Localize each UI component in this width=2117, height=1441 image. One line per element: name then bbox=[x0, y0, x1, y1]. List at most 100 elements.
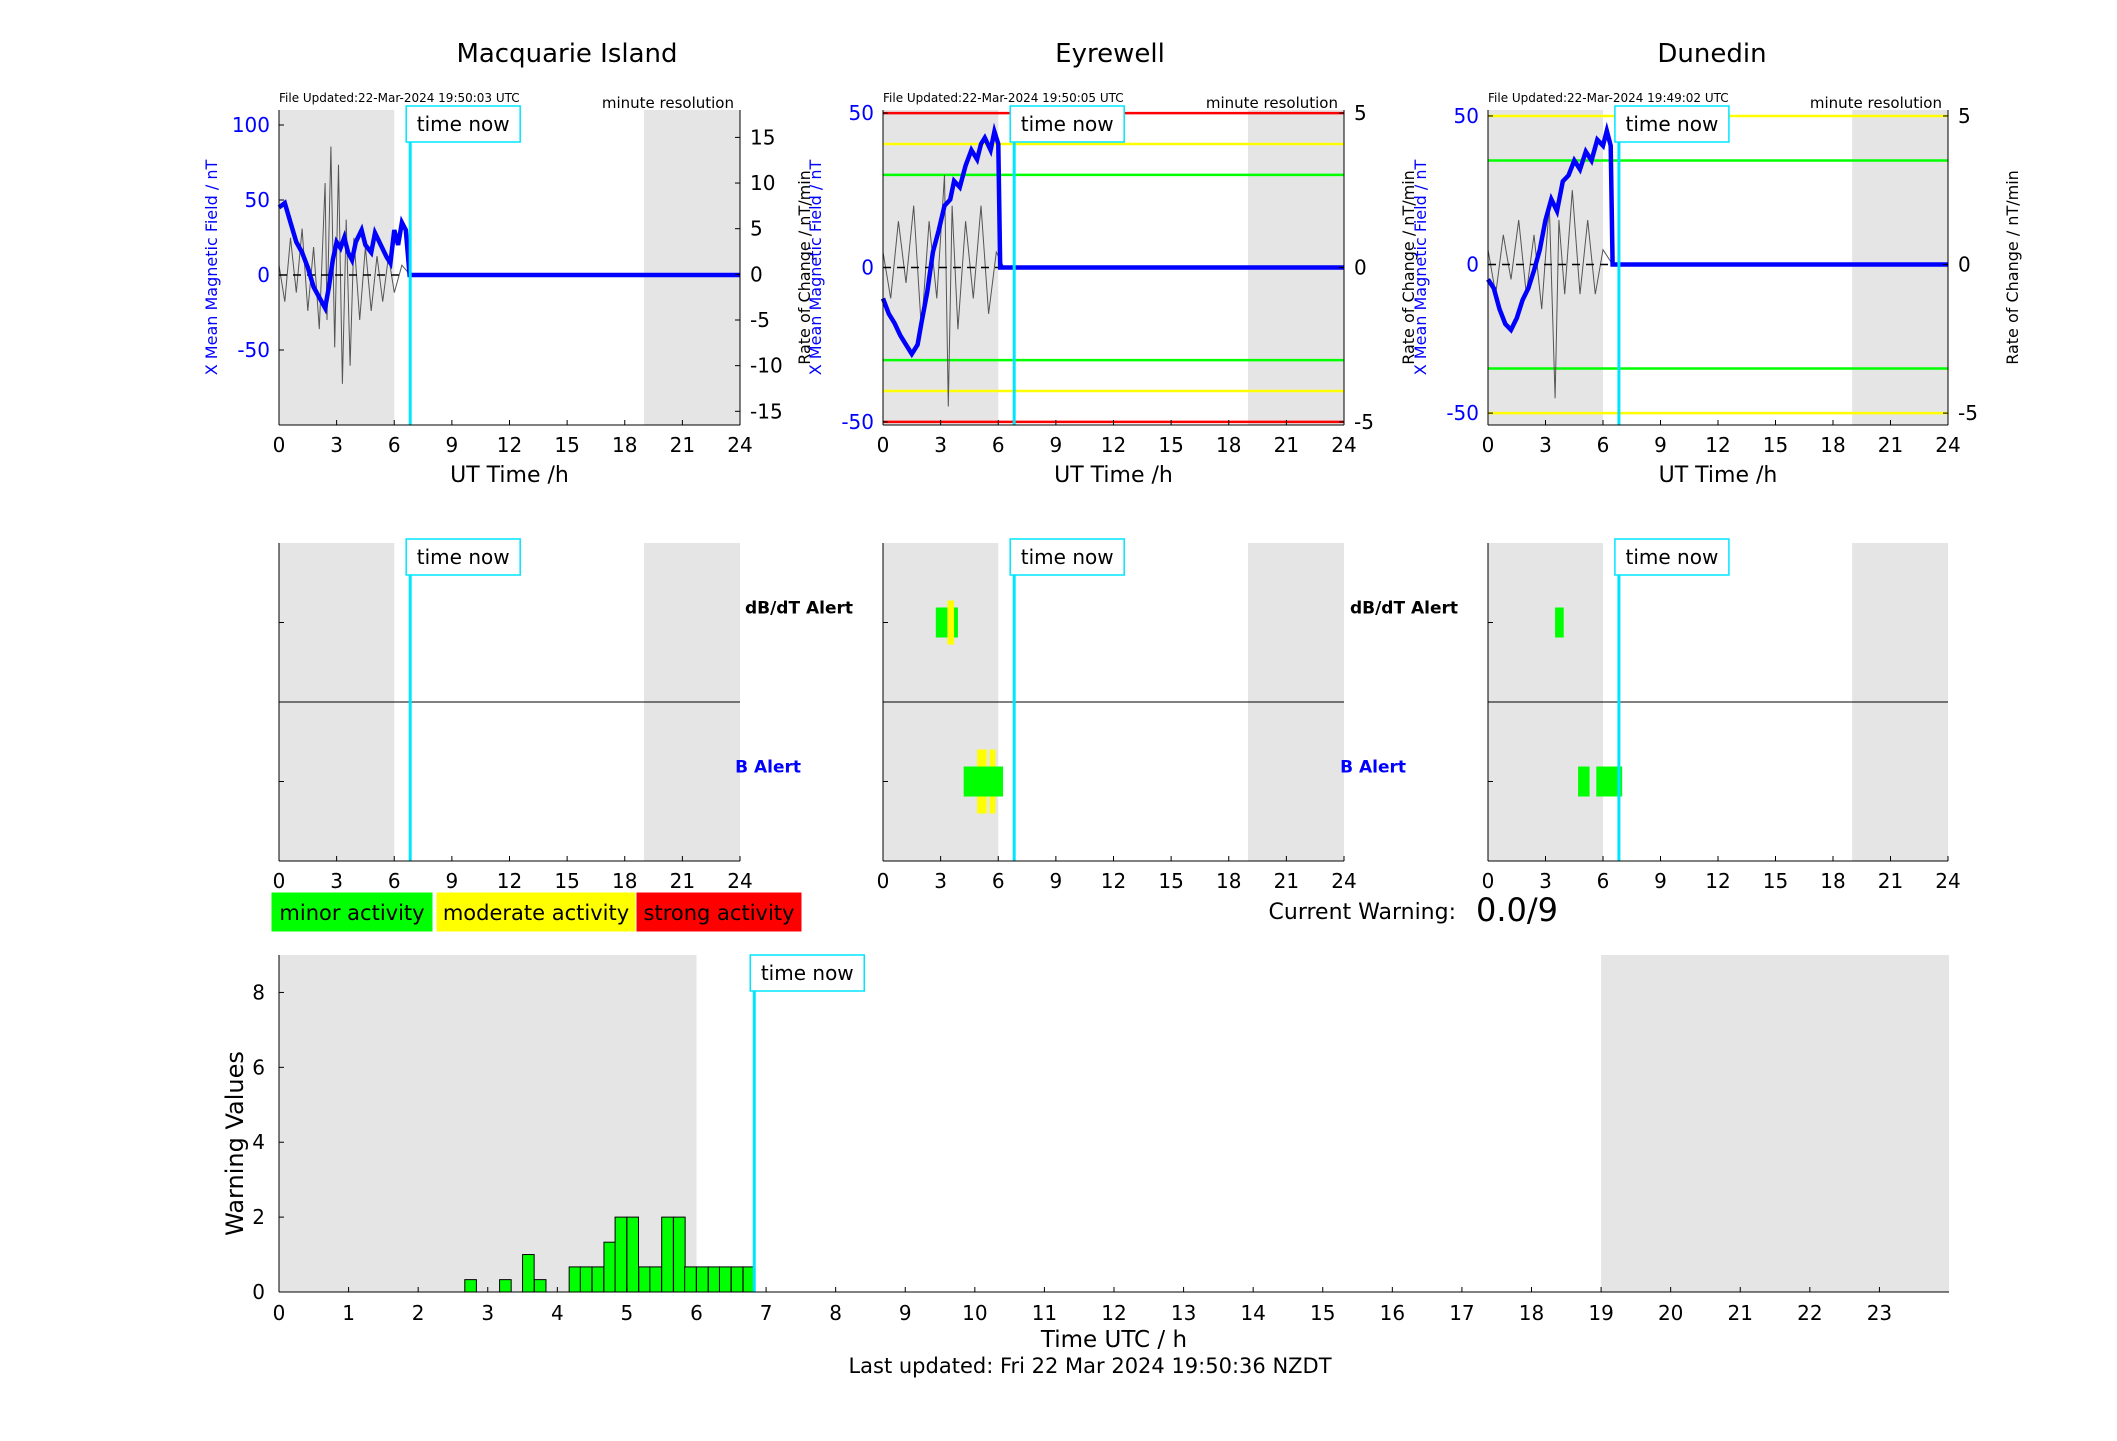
time-now-label: time now bbox=[417, 545, 510, 569]
x-tick-label: 2 bbox=[412, 1301, 425, 1325]
y2-tick-label: 0 bbox=[750, 262, 763, 286]
resolution-label: minute resolution bbox=[1206, 94, 1338, 112]
warning-bar bbox=[568, 1266, 582, 1293]
x-tick-label: 17 bbox=[1449, 1301, 1474, 1325]
warning-bar bbox=[499, 1279, 512, 1293]
y-tick-label: 2 bbox=[252, 1205, 265, 1229]
legend-minor-label: minor activity bbox=[279, 901, 424, 925]
legend-moderate-swatch bbox=[435, 891, 637, 933]
y2-axis-label: Rate of Change / nT/min bbox=[1399, 170, 1418, 365]
b-alert-bar bbox=[1578, 766, 1590, 797]
time-now-label: time now bbox=[417, 112, 510, 136]
y2-tick-label: 5 bbox=[750, 217, 763, 241]
x-mean-field-series bbox=[1486, 121, 1948, 334]
y2-tick-label: -15 bbox=[750, 399, 783, 423]
y-tick-label: 50 bbox=[245, 188, 270, 212]
x-tick-label: 20 bbox=[1658, 1301, 1683, 1325]
y2-tick-label: -5 bbox=[1958, 401, 1978, 425]
field-panel-macquarie: File Updated:22-Mar-2024 19:50:03 UTC min… bbox=[202, 91, 814, 488]
x-tick-label: 24 bbox=[727, 433, 752, 457]
y-axis-label: X Mean Magnetic Field / nT bbox=[1411, 160, 1430, 376]
x-tick-label: 11 bbox=[1032, 1301, 1057, 1325]
y-tick-label: -50 bbox=[841, 410, 874, 434]
warning-bar bbox=[603, 1241, 617, 1293]
x-tick-label: 6 bbox=[992, 869, 1005, 893]
x-tick-label: 9 bbox=[1050, 433, 1063, 457]
x-tick-label: 24 bbox=[1935, 433, 1960, 457]
y-tick-label: 6 bbox=[252, 1055, 265, 1079]
alert-panel-eyrewell: time now 0 3 6 9 12 15 18 21 24 dB/dT Alert B Alert bbox=[877, 538, 1458, 893]
x-tick-label: 7 bbox=[760, 1301, 773, 1325]
x-tick-label: 19 bbox=[1588, 1301, 1613, 1325]
x-tick-label: 15 bbox=[1763, 433, 1788, 457]
warning-bar bbox=[626, 1216, 640, 1293]
y2-tick-label: -5 bbox=[1354, 410, 1374, 434]
x-tick-label: 15 bbox=[1158, 433, 1183, 457]
x-tick-label: 6 bbox=[1597, 433, 1610, 457]
x-tick-label: 3 bbox=[934, 869, 947, 893]
dbdt-alert-bar bbox=[935, 607, 958, 638]
x-tick-label: 6 bbox=[388, 433, 401, 457]
x-tick-label: 12 bbox=[1101, 1301, 1126, 1325]
time-now-box bbox=[1614, 105, 1730, 143]
y-tick-label: 0 bbox=[257, 263, 270, 287]
x-tick-label: 9 bbox=[1050, 869, 1063, 893]
x-tick-label: 4 bbox=[551, 1301, 564, 1325]
x-tick-label: 0 bbox=[1482, 433, 1495, 457]
x-tick-label: 24 bbox=[1331, 869, 1356, 893]
x-tick-label: 6 bbox=[388, 869, 401, 893]
x-tick-label: 18 bbox=[612, 869, 637, 893]
y-tick-label: 4 bbox=[252, 1130, 265, 1154]
y2-tick-label: 0 bbox=[1958, 253, 1971, 277]
x-tick-label: 18 bbox=[612, 433, 637, 457]
warning-bar bbox=[718, 1266, 732, 1293]
x-tick-label: 18 bbox=[1820, 433, 1845, 457]
x-tick-label: 3 bbox=[481, 1301, 494, 1325]
x-tick-label: 6 bbox=[992, 433, 1005, 457]
x-tick-label: 16 bbox=[1380, 1301, 1405, 1325]
y2-tick-label: -5 bbox=[750, 308, 770, 332]
y2-tick-label: 0 bbox=[1354, 256, 1367, 280]
b-alert-bar bbox=[963, 766, 1004, 797]
y-tick-label: 100 bbox=[232, 113, 270, 137]
y-tick-label: 50 bbox=[1454, 104, 1479, 128]
time-now-label: time now bbox=[1626, 112, 1719, 136]
x-tick-label: 0 bbox=[1482, 869, 1495, 893]
x-tick-label: 9 bbox=[899, 1301, 912, 1325]
warning-bar bbox=[673, 1216, 686, 1293]
y-tick-label: 0 bbox=[252, 1280, 265, 1304]
x-tick-label: 5 bbox=[621, 1301, 634, 1325]
x-tick-label: 6 bbox=[690, 1301, 703, 1325]
time-now-label: time now bbox=[1021, 112, 1114, 136]
x-tick-label: 21 bbox=[1274, 869, 1299, 893]
y-tick-label: 8 bbox=[252, 980, 265, 1004]
x-tick-label: 14 bbox=[1240, 1301, 1265, 1325]
current-warning-label: Current Warning: bbox=[1269, 900, 1456, 925]
last-updated: Last updated: Fri 22 Mar 2024 19:50:36 N… bbox=[848, 1354, 1331, 1378]
x-tick-label: 3 bbox=[1539, 869, 1552, 893]
y2-axis-label: Rate of Change / nT/min bbox=[2003, 170, 2022, 365]
warning-bar bbox=[464, 1279, 477, 1293]
station-title-eyrewell: Eyrewell bbox=[1055, 39, 1165, 69]
x-tick-label: 21 bbox=[1728, 1301, 1753, 1325]
station-title-macquarie: Macquarie Island bbox=[456, 39, 677, 69]
x-tick-label: 12 bbox=[1101, 433, 1126, 457]
x-tick-label: 21 bbox=[670, 869, 695, 893]
x-tick-label: 12 bbox=[497, 869, 522, 893]
x-mean-field-series bbox=[277, 199, 740, 315]
dbdt-alert-label: dB/dT Alert bbox=[745, 599, 853, 619]
x-tick-label: 15 bbox=[1310, 1301, 1335, 1325]
dbdt-alert-label: dB/dT Alert bbox=[1350, 599, 1458, 619]
night-shade bbox=[1852, 110, 1948, 425]
x-axis-label: UT Time /h bbox=[450, 463, 569, 488]
resolution-label: minute resolution bbox=[1810, 94, 1942, 112]
rate-of-change-series bbox=[882, 174, 1344, 407]
warning-bar bbox=[696, 1266, 709, 1293]
x-tick-label: 21 bbox=[670, 433, 695, 457]
file-updated: File Updated:22-Mar-2024 19:50:05 UTC bbox=[883, 91, 1124, 105]
legend-strong-label: strong activity bbox=[644, 901, 795, 925]
x-tick-label: 23 bbox=[1867, 1301, 1892, 1325]
warning-bar bbox=[707, 1266, 721, 1293]
